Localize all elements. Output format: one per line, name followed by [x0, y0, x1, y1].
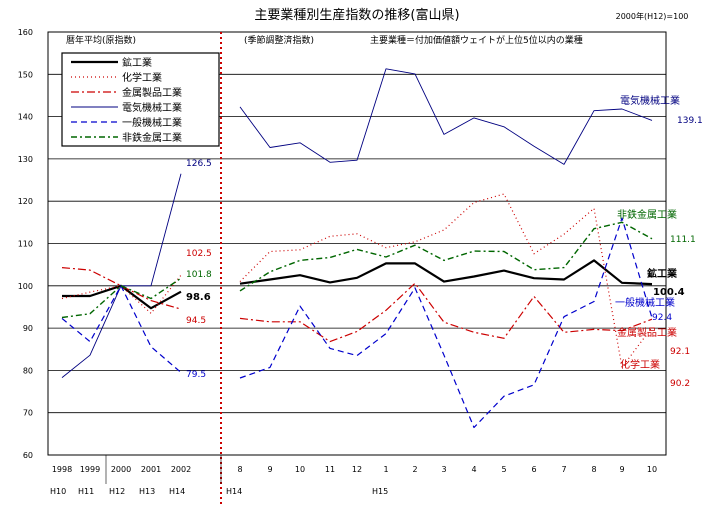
x-tick-era: H15: [372, 487, 388, 496]
legend-entry-label: 一般機械工業: [122, 116, 182, 129]
end-value-label: 92.1: [670, 347, 690, 357]
x-tick-month: 3: [441, 465, 446, 474]
x-tick-year: 2000: [111, 465, 131, 474]
x-tick-month: 7: [561, 465, 566, 474]
x-tick-era: H13: [139, 487, 155, 496]
x-tick-year: 2001: [141, 465, 161, 474]
x-tick-era: H11: [78, 487, 94, 496]
industry-definition-note: 主要業種＝付加価値額ウェイトが上位5位以内の業種: [370, 34, 583, 46]
y-axis: 60 70 80 90 100 110 120 130 140 150 160: [18, 28, 33, 460]
x-tick-era: H14: [169, 487, 185, 496]
series-monthly-line-5: [239, 221, 653, 292]
series-monthly-line-0: [239, 259, 653, 286]
x-tick-month: 10: [647, 465, 657, 474]
annual-data-label: 94.5: [186, 316, 206, 326]
end-series-name: 電気機械工業: [620, 94, 680, 107]
series-annual-line-3: [61, 173, 182, 378]
series-annual-line-5: [61, 277, 182, 319]
end-value-label: 139.1: [677, 116, 703, 126]
series-lines: [61, 68, 653, 429]
y-tick-label: 90: [23, 324, 33, 333]
x-tick-month: 9: [619, 465, 624, 474]
y-tick-label: 70: [23, 409, 33, 418]
annual-data-label: 98.6: [186, 292, 211, 303]
y-tick-label: 60: [23, 451, 33, 460]
x-tick-month: 8: [237, 465, 242, 474]
legend-entry-label: 金属製品工業: [122, 86, 182, 99]
annual-data-label: 126.5: [186, 159, 212, 169]
x-tick-month: 10: [295, 465, 305, 474]
end-value-label: 111.1: [670, 235, 696, 245]
end-value-label: 92.4: [652, 313, 672, 323]
annual-data-label: 79.5: [186, 370, 206, 380]
end-series-name: 非鉄金属工業: [617, 208, 677, 221]
x-tick-year: 1999: [80, 465, 100, 474]
legend-entry-label: 電気機械工業: [122, 101, 182, 114]
x-tick-month: 8: [591, 465, 596, 474]
header: 主要業種別生産指数の推移(富山県) 2000年(H12)=100: [254, 7, 688, 23]
legend-entry-label: 非鉄金属工業: [122, 131, 182, 144]
x-tick-month: 1: [383, 465, 388, 474]
x-tick-month: 9: [267, 465, 272, 474]
y-tick-label: 130: [18, 155, 33, 164]
end-value-label: 90.2: [670, 379, 690, 389]
y-tick-label: 100: [18, 282, 33, 291]
series-monthly-line-4: [239, 217, 653, 429]
series-annual-line-0: [62, 284, 182, 310]
x-tick-era: H12: [109, 487, 125, 496]
series-monthly-line-3: [239, 68, 653, 165]
end-series-name: 化学工業: [620, 358, 660, 371]
series-annual-line-1: [61, 274, 182, 314]
x-tick-era: H10: [50, 487, 66, 496]
legend-entry-label: 化学工業: [122, 71, 162, 84]
y-tick-label: 120: [18, 197, 33, 206]
series-annual-line-4: [61, 285, 182, 373]
y-tick-label: 160: [18, 28, 33, 37]
end-series-name: 一般機械工業: [615, 296, 675, 309]
chart-title: 主要業種別生産指数の推移(富山県): [254, 7, 459, 23]
data-labels: 126.5 102.5 101.8 98.6 94.5 79.5 電気機械工業 139.1 非鉄…: [186, 94, 703, 389]
base-year-note: 2000年(H12)=100: [616, 11, 689, 21]
y-tick-label: 110: [18, 240, 33, 249]
end-series-name: 金属製品工業: [617, 326, 677, 339]
x-tick-month: 12: [352, 465, 362, 474]
y-tick-label: 150: [18, 70, 33, 79]
legend-box: [61, 52, 220, 147]
y-tick-label: 80: [23, 366, 33, 375]
x-tick-month: 5: [501, 465, 506, 474]
notes: 暦年平均(原指数) (季節調整済指数) 主要業種＝付加価値額ウェイトが上位5位以…: [66, 34, 583, 46]
x-tick-era: H14: [226, 487, 242, 496]
series-monthly-line-2: [239, 282, 653, 343]
monthly-note: (季節調整済指数): [244, 34, 314, 46]
x-tick-month: 4: [471, 465, 476, 474]
x-tick-month: 2: [412, 465, 417, 474]
annual-data-label: 101.8: [186, 270, 212, 280]
annual-note: 暦年平均(原指数): [66, 34, 136, 46]
legend-entry-label: 鉱工業: [122, 56, 152, 69]
end-value-label: 100.4: [653, 287, 685, 298]
x-tick-month: 6: [531, 465, 536, 474]
y-tick-label: 140: [18, 113, 33, 122]
end-series-name: 鉱工業: [647, 267, 678, 280]
x-tick-month: 11: [325, 465, 335, 474]
annual-data-label: 102.5: [186, 249, 212, 259]
x-tick-year: 1998: [52, 465, 72, 474]
series-annual-line-2: [61, 267, 182, 310]
x-tick-year: 2002: [171, 465, 191, 474]
